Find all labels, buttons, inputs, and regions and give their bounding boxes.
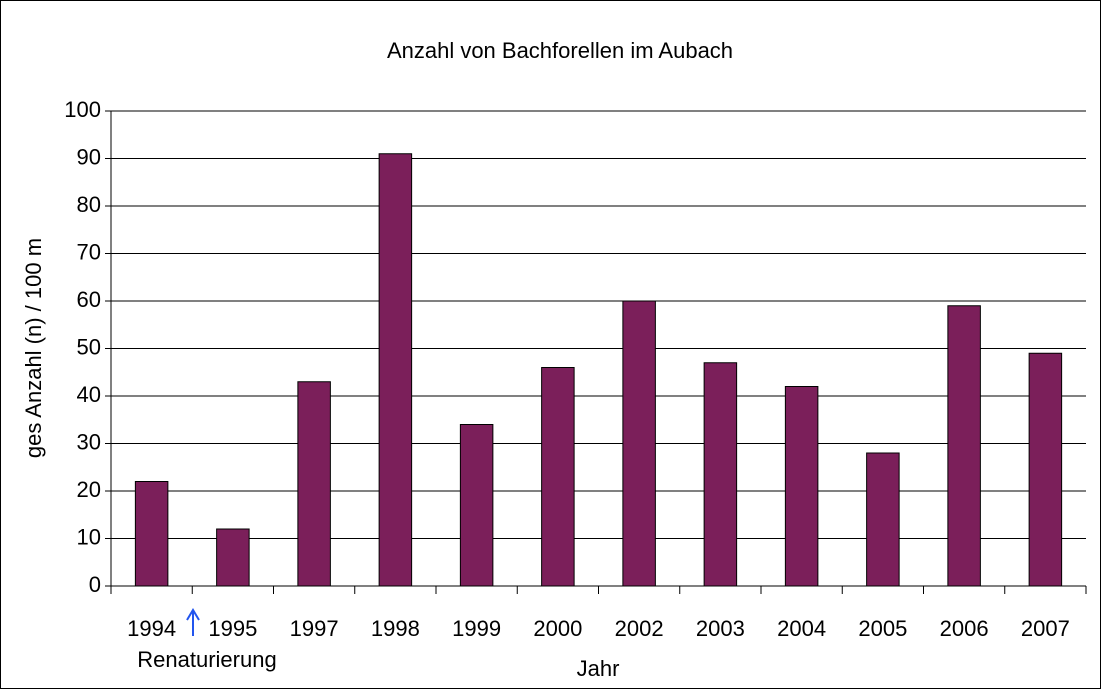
- x-tick-label: 1997: [290, 616, 339, 641]
- y-tick-label: 60: [77, 287, 101, 312]
- bar: [784, 386, 819, 587]
- x-tick-label: 2003: [696, 616, 745, 641]
- x-tick-label: 2002: [615, 616, 664, 641]
- x-tick-label: 1998: [371, 616, 420, 641]
- chart-title: Anzahl von Bachforellen im Aubach: [387, 38, 733, 63]
- x-tick-label: 2004: [777, 616, 826, 641]
- y-tick-label: 70: [77, 239, 101, 264]
- y-tick-label: 90: [77, 144, 101, 169]
- x-tick-label: 2006: [940, 616, 989, 641]
- y-tick-label: 40: [77, 382, 101, 407]
- y-tick-label: 100: [64, 97, 101, 122]
- bar: [866, 452, 900, 587]
- bar: [703, 362, 738, 587]
- bar: [622, 300, 656, 587]
- bar: [297, 381, 331, 587]
- annotation-arrow: [186, 608, 200, 636]
- y-tick-label: 80: [77, 192, 101, 217]
- bar: [947, 305, 981, 587]
- bar: [1028, 352, 1063, 587]
- y-tick-label: 50: [77, 334, 101, 359]
- bar: [459, 424, 494, 587]
- x-tick-label: 1995: [208, 616, 257, 641]
- y-tick-label: 0: [89, 572, 101, 597]
- x-tick-label: 1999: [452, 616, 501, 641]
- y-tick-label: 10: [77, 524, 101, 549]
- x-tick-label: 2000: [533, 616, 582, 641]
- bar: [541, 367, 575, 587]
- annotation: Renaturierung: [137, 647, 276, 672]
- x-tick-label: 1994: [127, 616, 176, 641]
- bar: [378, 153, 413, 587]
- y-tick-label: 30: [77, 429, 101, 454]
- x-axis-label: Jahr: [577, 656, 620, 681]
- y-axis-label: ges Anzahl (n) / 100 m: [21, 238, 46, 458]
- bar: [134, 481, 169, 587]
- x-tick-label: 2007: [1021, 616, 1070, 641]
- x-tick-label: 2005: [858, 616, 907, 641]
- y-tick-label: 20: [77, 477, 101, 502]
- bar: [216, 528, 250, 587]
